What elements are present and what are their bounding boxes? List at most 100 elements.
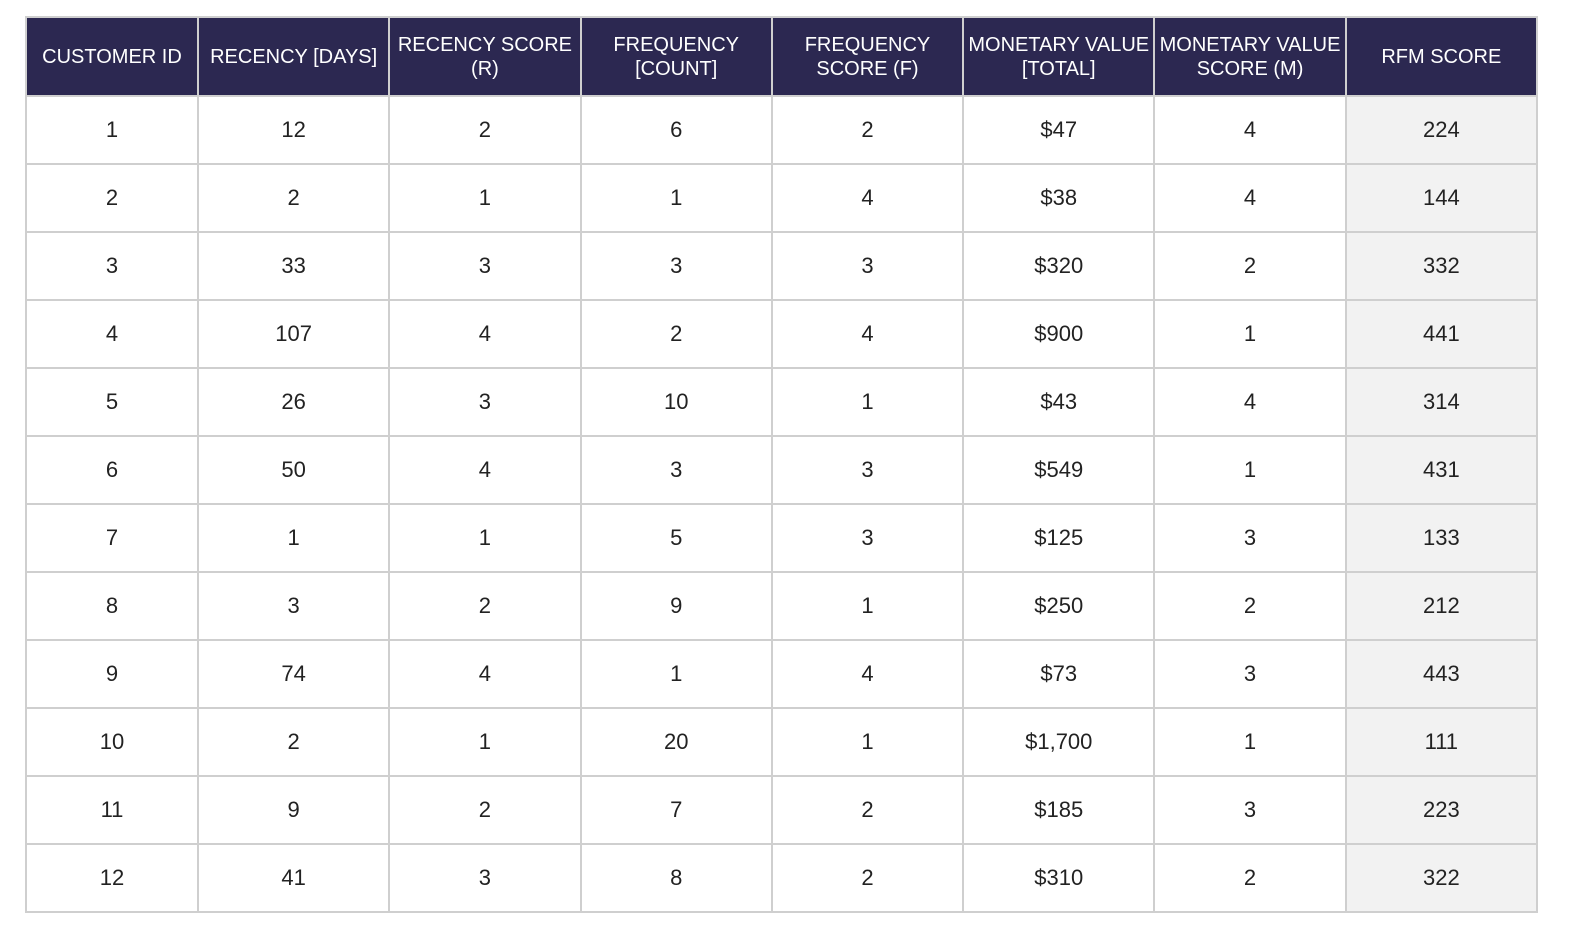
table-cell: 3 [1153,639,1347,709]
table-cell: 1 [388,707,582,777]
table-cell: 74 [196,639,391,709]
column-header: RECENCY [DAYS] [196,16,391,97]
table-row: 7 1 1 5 3 $125 3 133 [25,503,1538,573]
table-cell: 212 [1344,571,1538,641]
table-cell: 1 [1153,707,1347,777]
table-cell: 26 [196,367,391,437]
table-cell: 4 [25,299,199,369]
table-cell: 33 [196,231,391,301]
table-cell: 4 [1153,367,1347,437]
table-cell: 133 [1344,503,1538,573]
table-cell: 4 [770,299,965,369]
table-cell: 3 [1153,775,1347,845]
table-cell: 2 [196,707,391,777]
table-cell: 41 [196,843,391,913]
table-cell: $38 [962,163,1156,233]
table-cell: 111 [1344,707,1538,777]
table-cell: 11 [25,775,199,845]
table-cell: 2 [1153,571,1347,641]
table-cell: 3 [388,231,582,301]
column-header: RECENCY SCORE (R) [388,16,582,97]
table-cell: 107 [196,299,391,369]
table-cell: $185 [962,775,1156,845]
table-cell: 8 [25,571,199,641]
table-cell: 1 [1153,299,1347,369]
table-cell: 6 [25,435,199,505]
table-row: 3 33 3 3 3 $320 2 332 [25,231,1538,301]
table-cell: $43 [962,367,1156,437]
table-cell: 3 [388,367,582,437]
table-cell: 4 [770,639,965,709]
table-cell: 7 [25,503,199,573]
table-cell: 1 [1153,435,1347,505]
table-cell: 4 [1153,163,1347,233]
table-cell: 1 [770,707,965,777]
table-row: 11 9 2 7 2 $185 3 223 [25,775,1538,845]
table-cell: 3 [770,503,965,573]
column-header: FREQUENCY SCORE (F) [770,16,965,97]
table-cell: 3 [196,571,391,641]
column-header: MONETARY VALUE [TOTAL] [962,16,1156,97]
table-cell: 2 [1153,843,1347,913]
table-row: 5 26 3 10 1 $43 4 314 [25,367,1538,437]
table-cell: 431 [1344,435,1538,505]
table-cell: 441 [1344,299,1538,369]
table-row: 6 50 4 3 3 $549 1 431 [25,435,1538,505]
table-cell: 10 [25,707,199,777]
table-cell: 12 [196,95,391,165]
table-row: 12 41 3 8 2 $310 2 322 [25,843,1538,913]
rfm-table: CUSTOMER ID RECENCY [DAYS] RECENCY SCORE (… [25,16,1538,913]
table-cell: 3 [1153,503,1347,573]
table-cell: 9 [25,639,199,709]
table-cell: 322 [1344,843,1538,913]
table-cell: 1 [196,503,391,573]
table-cell: 5 [579,503,773,573]
table-row: 2 2 1 1 4 $38 4 144 [25,163,1538,233]
table-cell: 3 [388,843,582,913]
table-cell: 1 [388,163,582,233]
table-row: 8 3 2 9 1 $250 2 212 [25,571,1538,641]
table-cell: 2 [388,775,582,845]
column-header: MONETARY VALUE SCORE (M) [1153,16,1347,97]
column-header: CUSTOMER ID [25,16,199,97]
table-cell: 2 [579,299,773,369]
table-cell: $125 [962,503,1156,573]
table-cell: 50 [196,435,391,505]
table-cell: 8 [579,843,773,913]
table-cell: 2 [25,163,199,233]
table-cell: 3 [25,231,199,301]
table-cell: 1 [770,367,965,437]
table-cell: 6 [579,95,773,165]
table-cell: 4 [1153,95,1347,165]
table-cell: 2 [388,95,582,165]
table-cell: 1 [579,163,773,233]
table-cell: 2 [770,775,965,845]
table-cell: 223 [1344,775,1538,845]
table-cell: $47 [962,95,1156,165]
table-cell: $73 [962,639,1156,709]
table-cell: 12 [25,843,199,913]
table-cell: $1,700 [962,707,1156,777]
table-cell: 3 [770,435,965,505]
table-cell: 314 [1344,367,1538,437]
table-cell: 2 [1153,231,1347,301]
table-cell: 20 [579,707,773,777]
table-cell: 2 [388,571,582,641]
table-cell: 4 [388,435,582,505]
table-container: CUSTOMER ID RECENCY [DAYS] RECENCY SCORE (… [25,16,1538,913]
table-cell: 7 [579,775,773,845]
table-cell: 1 [579,639,773,709]
table-cell: 2 [196,163,391,233]
table-row: 10 2 1 20 1 $1,700 1 111 [25,707,1538,777]
column-header: RFM SCORE [1344,16,1538,97]
table-cell: 443 [1344,639,1538,709]
table-cell: 9 [579,571,773,641]
table-cell: $250 [962,571,1156,641]
table-cell: 2 [770,843,965,913]
table-row: 1 12 2 6 2 $47 4 224 [25,95,1538,165]
table-cell: $549 [962,435,1156,505]
table-cell: $900 [962,299,1156,369]
header-row: CUSTOMER ID RECENCY [DAYS] RECENCY SCORE (… [25,16,1538,97]
table-cell: 3 [579,435,773,505]
table-cell: 4 [388,299,582,369]
